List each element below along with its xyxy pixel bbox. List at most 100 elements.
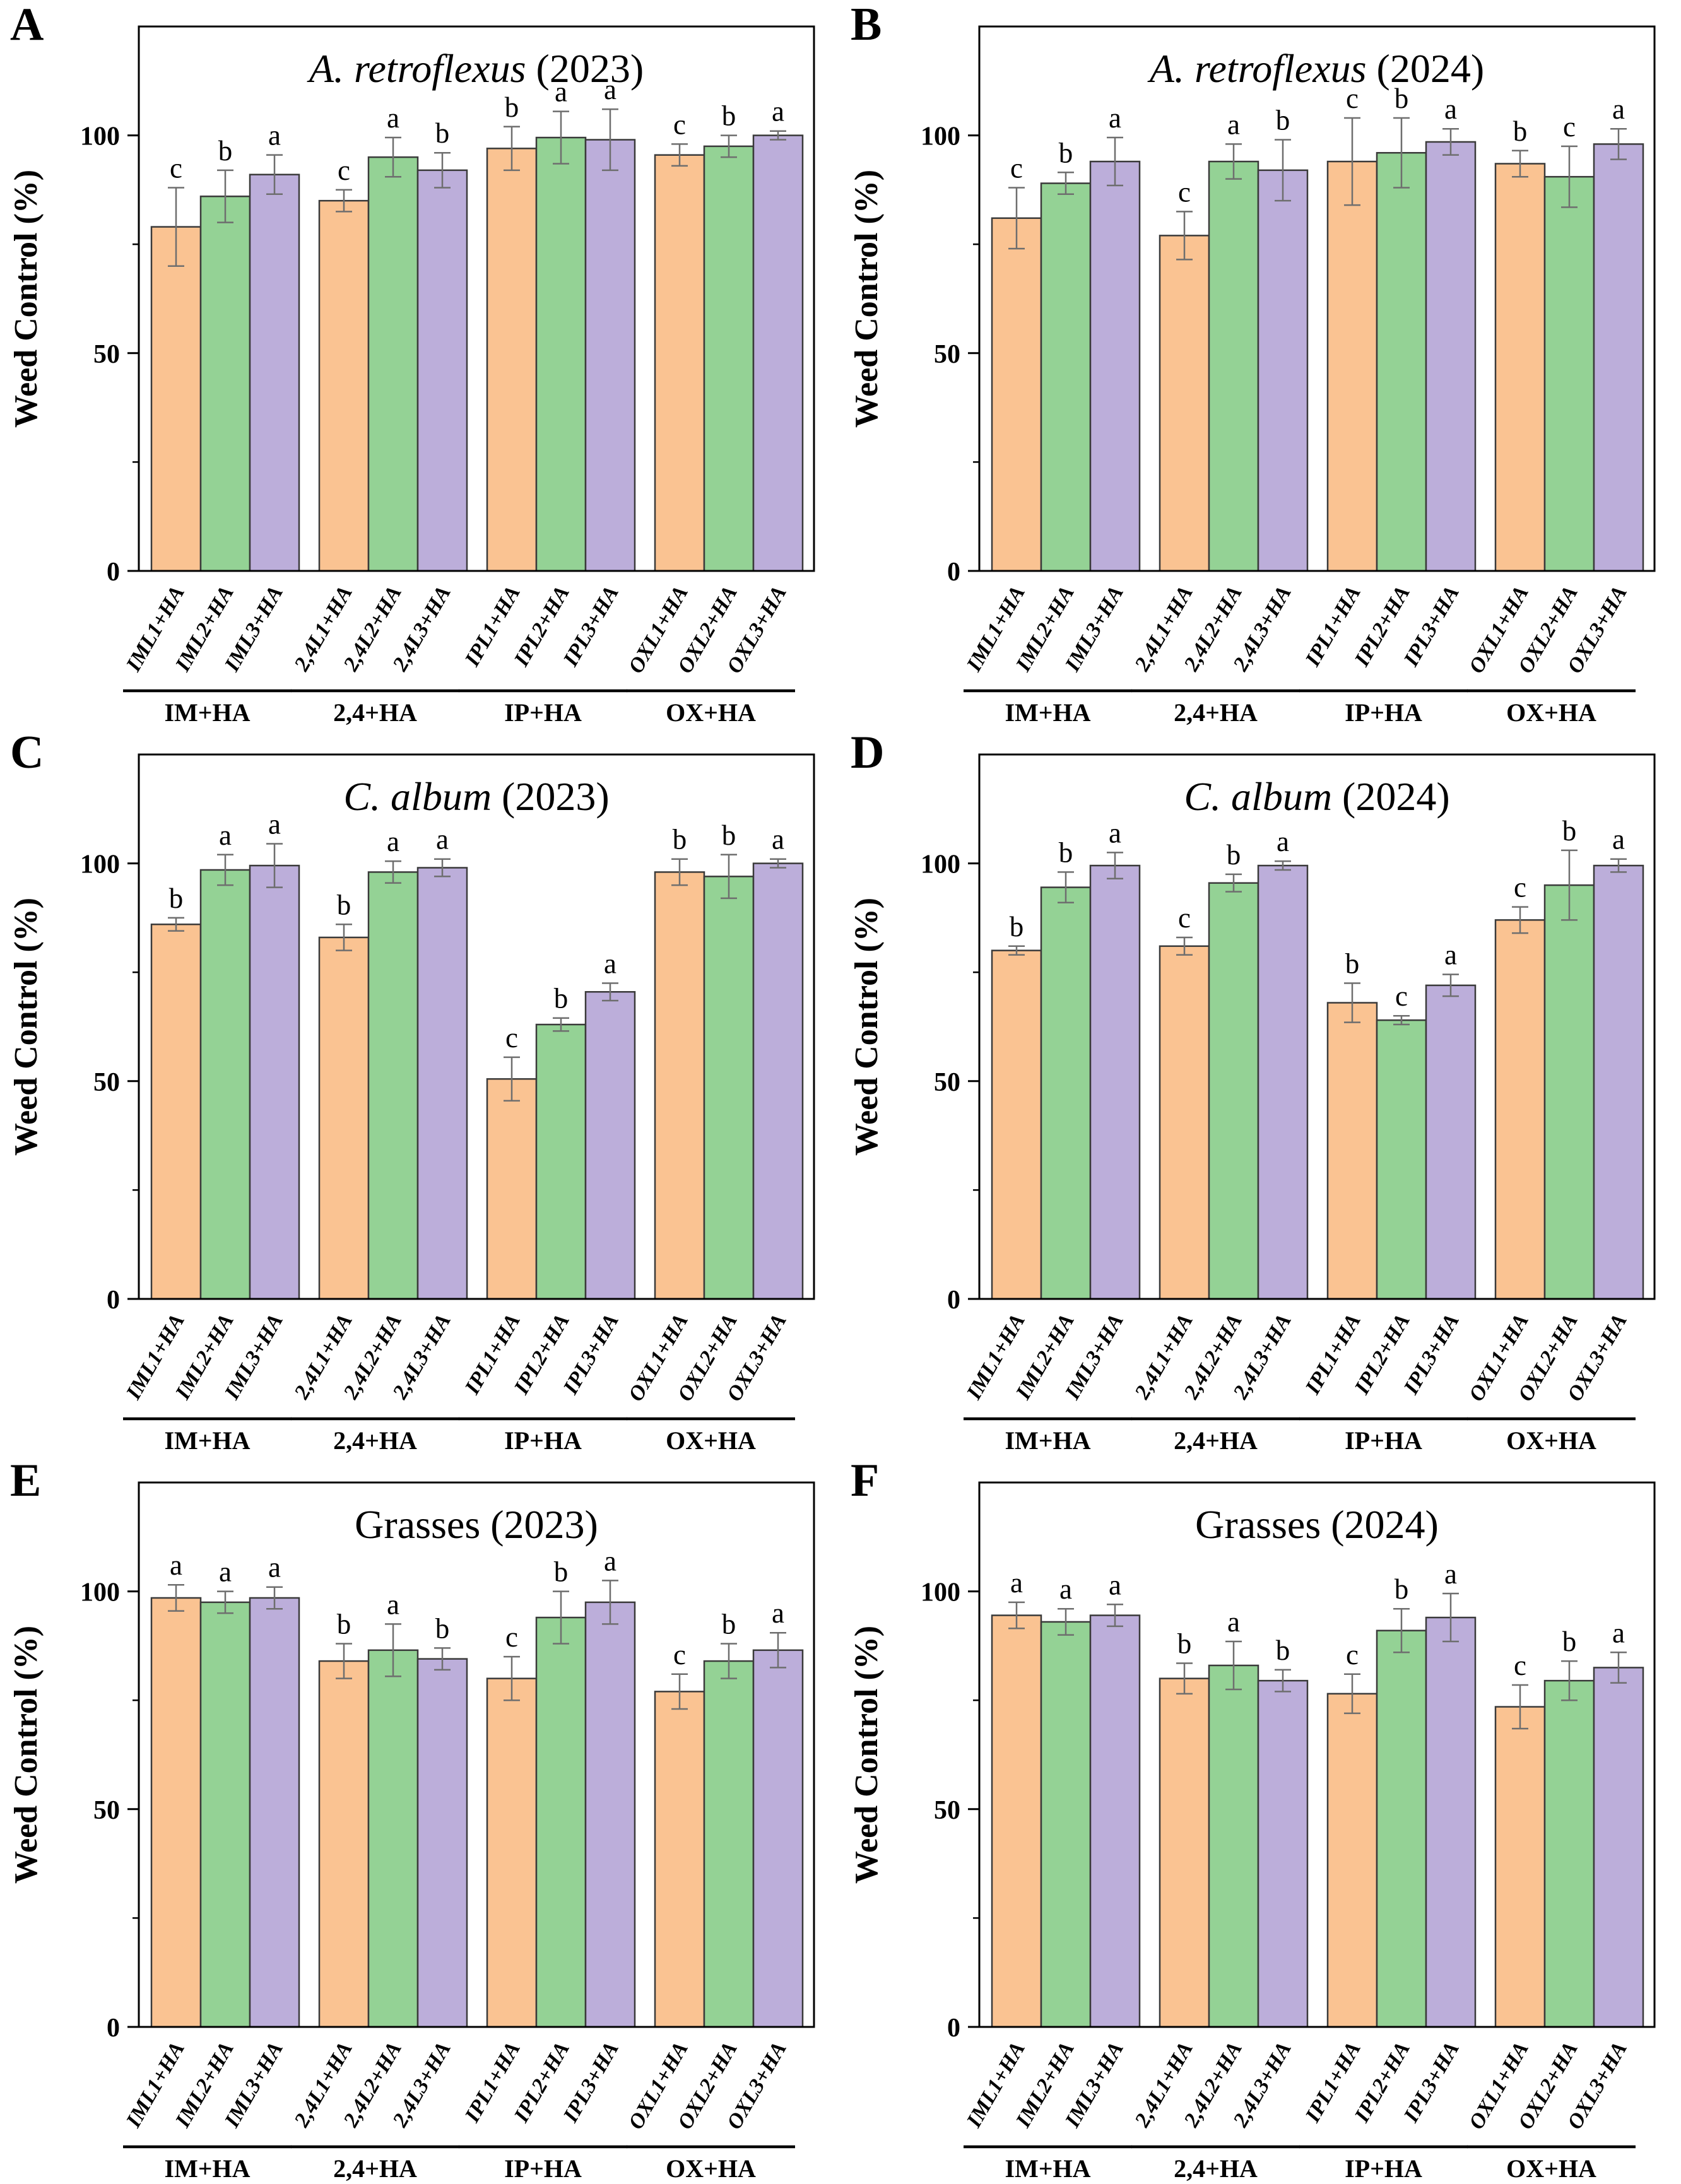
group-label: IP+HA [1345,698,1422,727]
bar [703,876,755,1300]
bar [1089,864,1141,1300]
bar [703,1660,755,2028]
bar [1593,1667,1644,2028]
bar [703,145,755,572]
bar [1593,864,1644,1300]
bar [1257,864,1309,1300]
sig-letter: a [772,824,784,855]
group-label: 2,4+HA [333,698,417,727]
bar [1159,1677,1210,2028]
bar [150,924,202,1300]
sig-letter: c [1346,83,1359,114]
y-axis-label: Weed Control (%) [8,1626,44,1884]
bar [199,1601,251,2028]
chart-title: A. retroflexus (2024) [1147,46,1484,91]
bar [1208,1664,1259,2028]
bar [1159,945,1210,1300]
group-label: IM+HA [1005,2154,1090,2183]
sig-letter: b [1395,83,1409,114]
sig-letter: a [1109,102,1121,134]
bar [150,1597,202,2028]
bar [416,867,468,1300]
plot-box [978,753,1656,1300]
bar [486,148,538,572]
panel-c-album-2023: b IML1+HA a IML2+HA a IML3+HA b 2,4L1+HA a 2,4L2+… [0,728,840,1456]
plot-box [138,1481,815,2028]
group-label: 2,4+HA [1174,2154,1258,2183]
panel-d-album-2024: b IML1+HA b IML2+HA a IML3+HA c 2,4L1+HA b 2,4L2+… [840,728,1681,1456]
bar [1376,151,1427,572]
sig-letter: a [1612,824,1625,855]
sig-letter: a [604,948,616,979]
y-tick-label: 50 [93,1796,120,1825]
sig-letter: b [1562,1626,1577,1657]
bar [535,1616,587,2028]
sig-letter: a [1109,817,1121,848]
sig-letter: a [387,826,399,857]
sig-letter: c [170,152,182,184]
chart-title-year: (2024) [1321,1502,1439,1547]
panel-label-c: C [10,727,44,778]
y-tick-label: 100 [80,1578,120,1607]
group-label: OX+HA [666,698,756,727]
bar [1326,1693,1378,2028]
group-label: OX+HA [1506,698,1596,727]
bar-chart-b: cIML1+HAbIML2+HAaIML3+HAc2,4L1+HAa2,4L2+… [849,25,1656,727]
y-tick-label: 100 [921,1578,960,1607]
bar [416,1658,468,2028]
group-label: 2,4+HA [1174,698,1258,727]
y-tick-label: 0 [107,558,120,587]
sig-letter: c [1514,872,1526,903]
sig-letter: b [554,983,569,1014]
group-label: IM+HA [164,2154,250,2183]
sig-letter: a [268,120,281,151]
y-tick-label: 100 [80,850,120,879]
bar [1257,1679,1309,2028]
sig-letter: a [604,1545,616,1576]
bar [654,154,705,572]
bar [654,1691,705,2028]
chart-title-year: (2024) [1367,46,1485,91]
sig-letter: c [1514,1650,1526,1681]
y-tick-label: 50 [93,340,120,369]
plot-box [978,25,1656,572]
bar [150,226,202,572]
sig-letter: b [435,1612,450,1644]
plot-box [138,753,815,1300]
bar [486,1078,538,1300]
bar [1543,1679,1595,2028]
group-label: IP+HA [504,1426,582,1455]
y-tick-label: 0 [107,2014,120,2043]
panel-a-retroflexus-2023: c IML1+HA b IML2+HA a IML3+HA c 2,4L1+HA a 2,4L2+… [0,0,840,728]
sig-letter: b [722,100,736,132]
sig-letter: a [1059,1573,1072,1605]
chart-title-year: (2023) [480,1502,598,1547]
sig-letter: b [722,1608,736,1640]
bar [1543,175,1595,572]
sig-letter: c [1563,111,1576,143]
plot-box [978,1481,1656,2028]
sig-letter: a [268,1552,281,1583]
y-tick-label: 100 [921,850,960,879]
bar [1494,163,1546,572]
bar [535,1023,587,1300]
bar [249,173,300,572]
bar [752,1649,804,2028]
bar [535,136,587,572]
sig-letter: a [387,1588,399,1620]
bar [991,217,1042,572]
panel-label-d: D [851,727,885,778]
group-label: IP+HA [504,2154,582,2183]
bar [199,869,251,1300]
sig-letter: b [1513,115,1528,147]
bar [1494,1706,1546,2028]
bar [584,139,636,572]
bar-chart-a: cIML1+HAbIML2+HAaIML3+HAc2,4L1+HAa2,4L2+… [8,25,815,727]
sig-letter: c [1010,152,1023,184]
sig-letter: a [1109,1569,1121,1600]
group-label: IP+HA [1345,1426,1422,1455]
sig-letter: c [1178,902,1191,934]
bar [1376,1019,1427,1300]
group-label: OX+HA [666,2154,756,2183]
chart-title: Grasses (2023) [355,1502,598,1547]
